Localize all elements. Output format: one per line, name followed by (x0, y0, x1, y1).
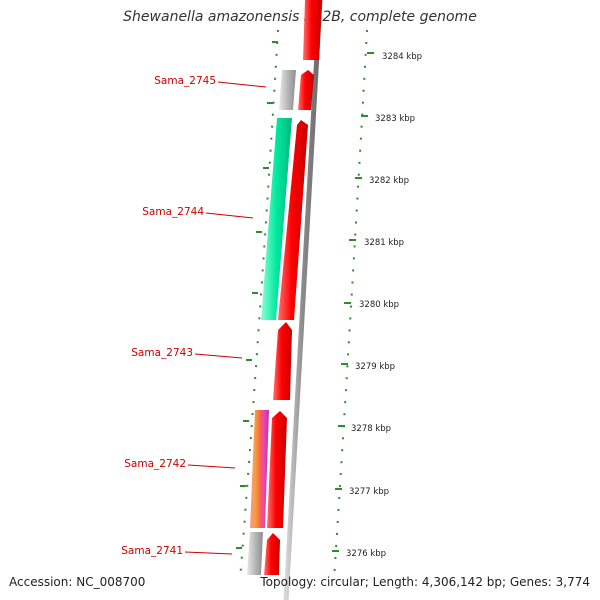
gene-label-leaders (184, 81, 267, 555)
inner-major-ticks (236, 41, 278, 549)
gene-block-hypothetical (279, 70, 296, 110)
scale-label: 3276 kbp (346, 549, 386, 559)
gene-arrow (267, 411, 287, 528)
gene-label: Sama_2744 (142, 206, 204, 218)
gene-label: Sama_2741 (121, 545, 183, 557)
scale-label: 3279 kbp (355, 362, 395, 372)
scale-label: 3278 kbp (351, 424, 391, 434)
gene-arrow (273, 322, 292, 400)
genome-summary-text: Topology: circular; Length: 4,306,142 bp… (260, 575, 590, 589)
gene-label: Sama_2742 (124, 458, 186, 470)
gene-arrow (303, 0, 322, 60)
scale-label: 3277 kbp (349, 487, 389, 497)
gene-block-orange (250, 410, 269, 528)
gene-label: Sama_2743 (131, 347, 193, 359)
outer-major-ticks (332, 52, 374, 552)
scale-label: 3284 kbp (382, 52, 422, 62)
scale-label: 3280 kbp (359, 300, 399, 310)
accession-text: Accession: NC_008700 (9, 575, 146, 589)
gene-label: Sama_2745 (154, 75, 216, 87)
gene-labels: Sama_2745 Sama_2744 Sama_2743 Sama_2742 … (121, 75, 216, 557)
page-title: Shewanella amazonensis SB2B, complete ge… (123, 9, 477, 25)
scale-label: 3282 kbp (369, 176, 409, 186)
scale-label: 3283 kbp (375, 114, 415, 124)
gene-block-hypothetical (247, 532, 263, 575)
gene-arrow (298, 70, 314, 110)
genome-backbone (283, 0, 323, 600)
forward-strand-genes (264, 0, 322, 575)
scale-labels: 3284 kbp 3283 kbp 3282 kbp 3281 kbp 3280… (346, 52, 422, 559)
gene-block-green (261, 118, 292, 320)
gene-arrow (278, 120, 308, 320)
scale-label: 3281 kbp (364, 238, 404, 248)
highlighted-genes (247, 70, 296, 575)
gene-arrow (264, 533, 280, 575)
